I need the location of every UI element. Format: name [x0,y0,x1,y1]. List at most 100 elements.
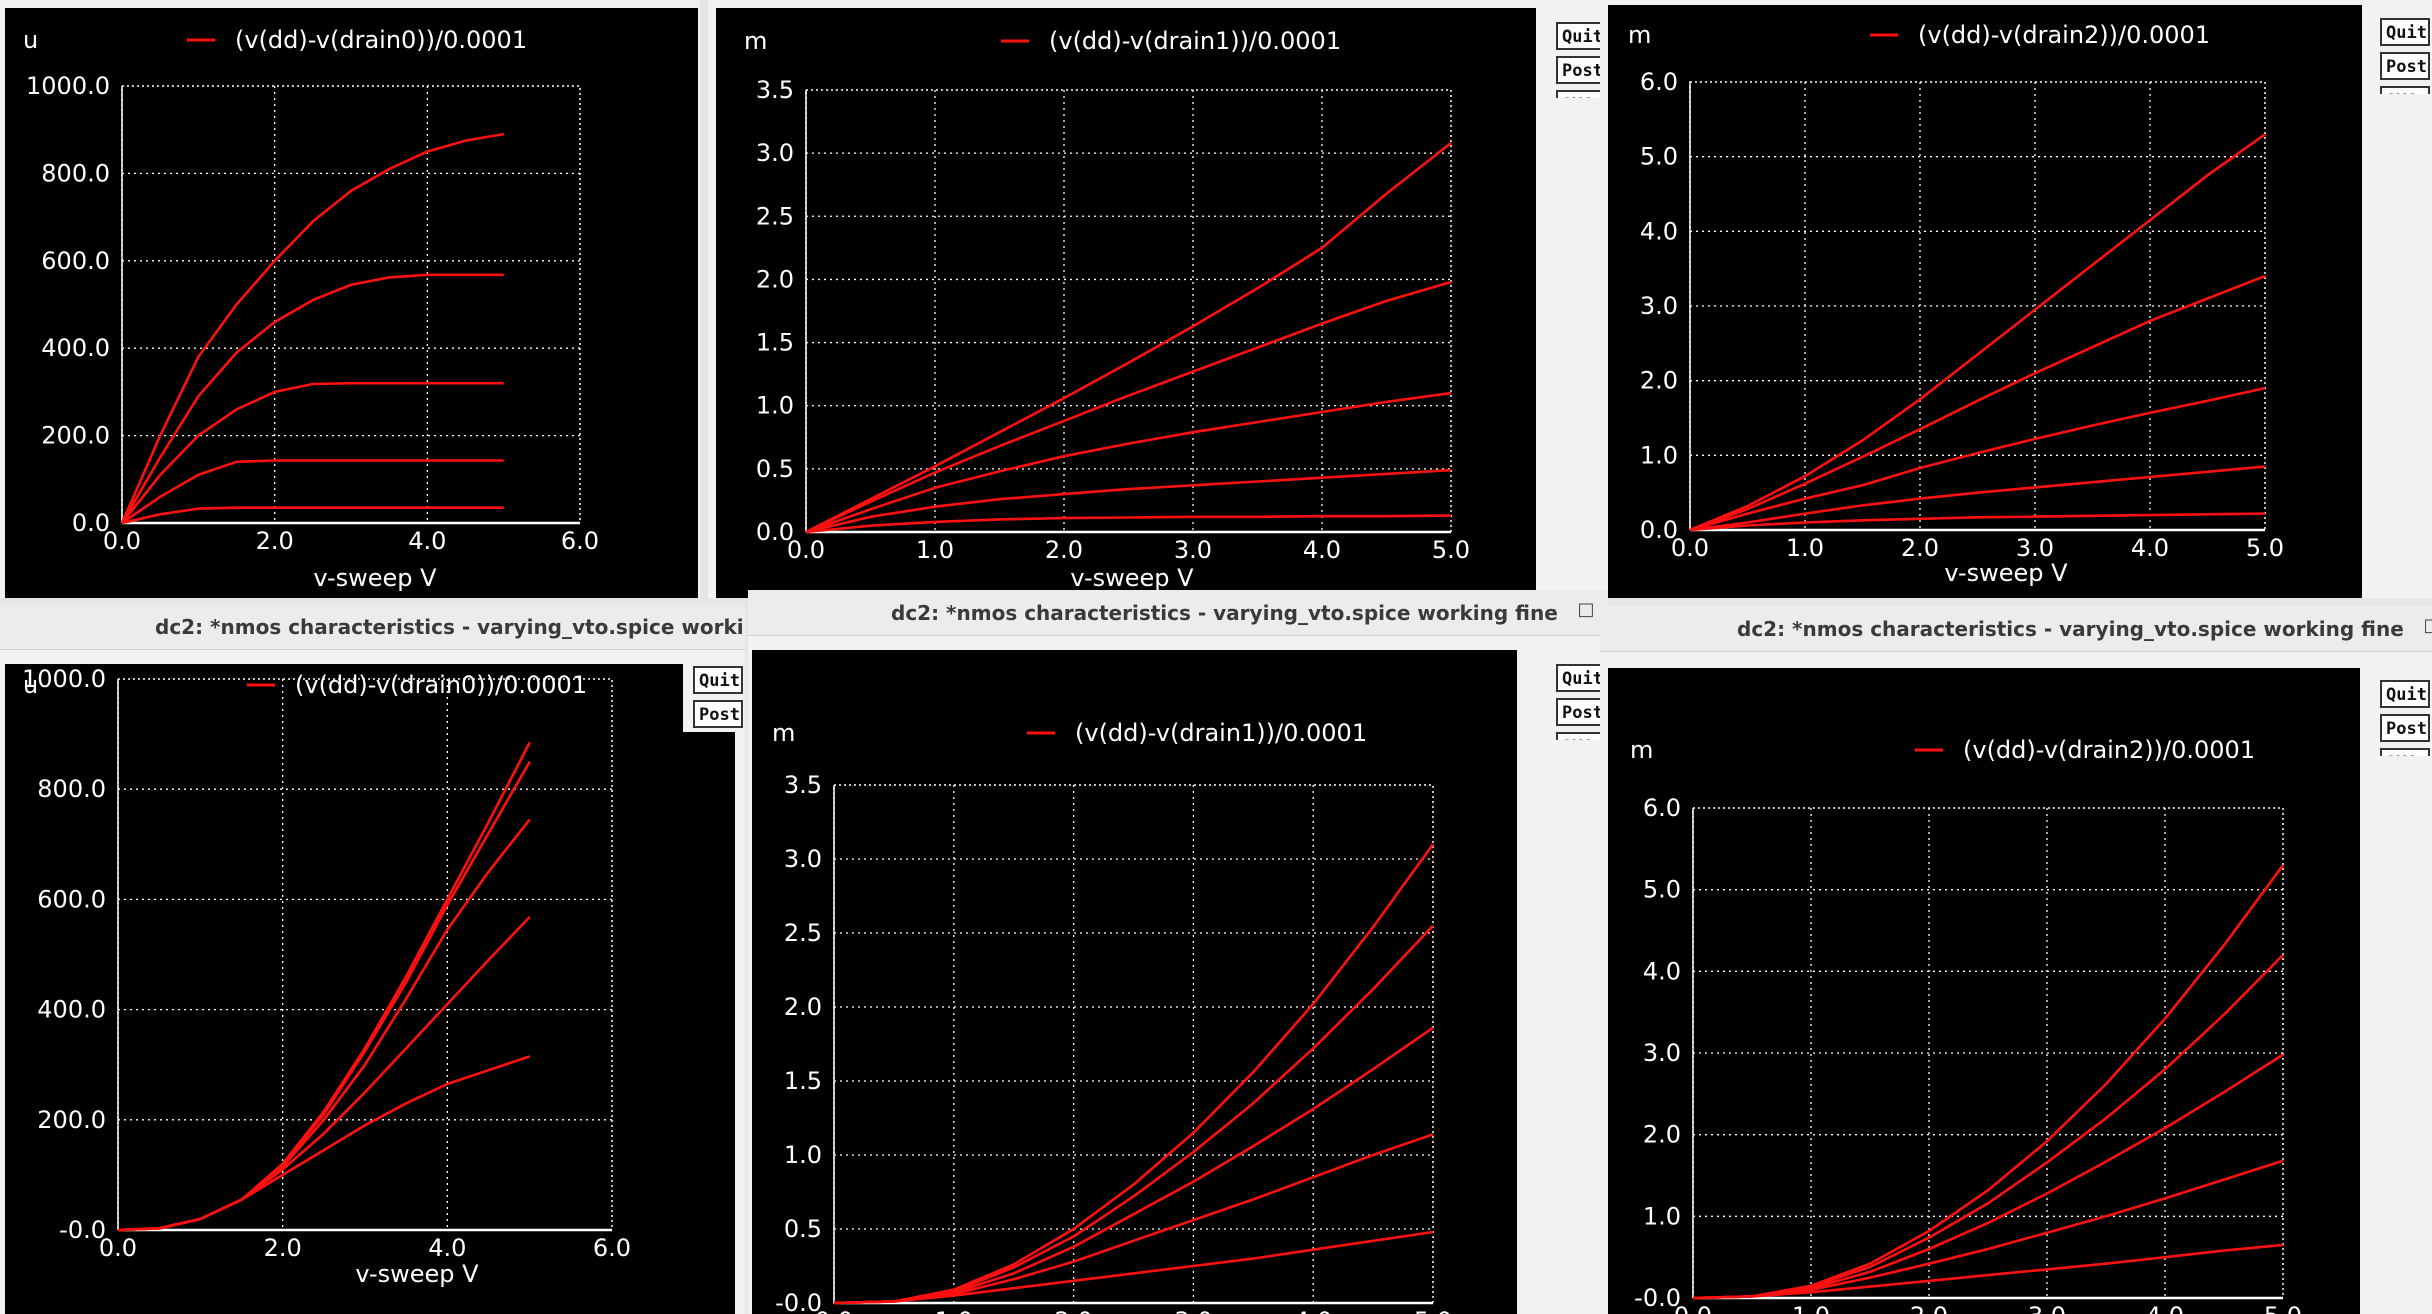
series-line-5 [805,141,1452,534]
x-tick-label: 2.0 [1045,536,1083,564]
series-line-3 [1689,386,2266,532]
legend-label: (v(dd)-v(drain1))/0.0001 [1075,719,1367,747]
window-title: dc2: *nmos characteristics - varying_vto… [155,615,745,639]
quit-button[interactable]: Quit [2380,680,2430,708]
x-tick-label: 2.0 [264,1234,302,1262]
series-line-1 [117,1055,531,1232]
x-axis-label: v-sweep V [1944,559,2068,587]
x-tick-label: 3.0 [1174,536,1212,564]
series-line-1 [1689,512,2266,532]
y-tick-label: 2.0 [1643,1121,1681,1149]
series-line-2 [117,916,531,1232]
y-axis-label: u [23,671,38,699]
maximize-icon[interactable]: □ [1577,599,1595,620]
plot-frame [833,784,1434,1304]
y-tick-label: 0.0 [756,518,794,546]
x-tick-label: 6.0 [561,527,599,555]
x-tick-label: 4.0 [2131,534,2169,562]
x-tick-label: 2.0 [256,527,294,555]
plot-controls: Quit PostSc SVG [1546,660,1608,740]
plot-area: 0.0 1.0 2.0 3.0 4.0 5.0 -0.0 1.0 2.0 3.0 4.0 5.0 6.0… [1608,668,2360,1314]
series-line-1 [121,506,504,525]
x-tick-label: 3.0 [2016,534,2054,562]
y-tick-label: 6.0 [1640,68,1678,96]
svg-button[interactable]: SVG [1556,90,1606,98]
y-tick-label: 3.0 [784,845,822,873]
x-tick-label: 1.0 [935,1307,973,1314]
series-line-3 [1692,1053,2284,1300]
y-tick-label: 2.0 [756,265,794,293]
plot-window-3: 0.0 1.0 2.0 3.0 4.0 5.0 0.0 1.0 2.0 3.0 4.0 5.0 6.0 m… [1600,0,2432,598]
svg-button[interactable]: SVG [2380,86,2430,94]
postsc-button[interactable]: PostSc [2380,52,2430,80]
series-line-4 [1689,274,2266,532]
window-titlebar[interactable]: dc2: *nmos characteristics - varying_vto… [748,590,1608,636]
svg-button[interactable]: SVG [2380,748,2430,756]
window-titlebar[interactable]: dc2: *nmos characteristics - varying_vto… [1600,606,2432,652]
y-tick-label: 3.0 [756,139,794,167]
y-tick-label: 2.5 [784,919,822,947]
window-titlebar[interactable]: dc2: *nmos characteristics - varying_vto… [0,604,745,650]
y-tick-label: 5.0 [1643,876,1681,904]
legend-label: (v(dd)-v(drain1))/0.0001 [1049,27,1341,55]
y-tick-label: 5.0 [1640,143,1678,171]
y-tick-label: 400.0 [41,334,110,362]
chart-svg: 0.0 2.0 4.0 6.0 -0.0 200.0 400.0 600.0 800.0 1000… [22,665,631,1288]
chart-svg: 0.0 1.0 2.0 3.0 4.0 5.0 0.0 0.5 1.0 1.5 2.0 2.5 3.0 3… [744,27,1470,592]
minimize-icon[interactable]: – [1547,599,1557,620]
series-line-3 [120,381,504,524]
series-line-2 [121,459,504,525]
y-tick-label: 1.5 [784,1067,822,1095]
quit-button[interactable]: Quit [2380,18,2430,46]
y-axis-label: u [23,26,38,54]
legend-label: (v(dd)-v(drain2))/0.0001 [1918,21,2210,49]
postsc-button[interactable]: PostSc [2380,714,2430,742]
y-tick-label: 1000.0 [22,665,106,693]
y-tick-label: 1000.0 [26,72,110,100]
maximize-icon[interactable]: □ [2423,615,2432,636]
x-tick-label: 6.0 [593,1234,631,1262]
y-axis-label: m [744,27,767,55]
quit-button[interactable]: Quit [1556,22,1606,50]
y-tick-label: 2.0 [1640,367,1678,395]
postsc-button[interactable]: PostSc [693,700,743,728]
series-line-5 [833,843,1435,1305]
plot-window-4: dc2: *nmos characteristics - varying_vto… [0,604,745,1314]
y-tick-label: 400.0 [37,996,106,1024]
plot-area: 0.0 2.0 4.0 6.0 0.0 200.0 400.0 600.0 800.0 1000.… [5,8,698,598]
x-tick-label: 1.0 [1786,534,1824,562]
quit-button[interactable]: Quit [693,666,743,694]
y-tick-label: -0.0 [775,1289,822,1314]
minimize-icon[interactable]: – [2393,615,2403,636]
plot-frame [117,678,613,1231]
window-title: dc2: *nmos characteristics - varying_vto… [891,601,1558,625]
plot-window-6: dc2: *nmos characteristics - varying_vto… [1600,606,2432,1314]
postsc-button[interactable]: PostSc [1556,56,1606,84]
svg-button[interactable]: SVG [1556,732,1606,740]
x-tick-label: 0.0 [103,527,141,555]
series-line-1 [1692,1243,2284,1300]
plot-window-5: dc2: *nmos characteristics - varying_vto… [748,590,1608,1314]
chart-svg: 0.0 1.0 2.0 3.0 4.0 5.0 -0.0 0.5 1.0 1.5 2.0 2.5 3.0… [772,719,1452,1314]
y-tick-label: 4.0 [1643,957,1681,985]
plot-window-2: 0.0 1.0 2.0 3.0 4.0 5.0 0.0 0.5 1.0 1.5 2.0 2.5 3.0 3… [708,0,1608,598]
y-axis-label: m [1628,21,1651,49]
y-tick-label: 600.0 [37,885,106,913]
x-tick-label: 5.0 [2246,534,2284,562]
series-line-4 [1692,954,2284,1300]
chart-svg: 0.0 2.0 4.0 6.0 0.0 200.0 400.0 600.0 800.0 1000.… [23,26,599,592]
plot-area: 0.0 1.0 2.0 3.0 4.0 5.0 -0.0 0.5 1.0 1.5 2.0 2.5 3.0… [752,650,1517,1314]
series-line-5 [117,741,531,1232]
series-line-4 [805,280,1452,534]
y-tick-label: 600.0 [41,247,110,275]
x-tick-label: 5.0 [1414,1307,1452,1314]
y-tick-label: 200.0 [41,422,110,450]
postsc-button[interactable]: PostSc [1556,698,1606,726]
plot-frame [121,85,581,524]
quit-button[interactable]: Quit [1556,664,1606,692]
y-axis-label: m [772,719,795,747]
y-tick-label: 0.0 [1640,516,1678,544]
plot-area: 0.0 2.0 4.0 6.0 -0.0 200.0 400.0 600.0 800.0 1000… [5,664,735,1314]
chart-svg: 0.0 1.0 2.0 3.0 4.0 5.0 0.0 1.0 2.0 3.0 4.0 5.0 6.0 m… [1628,21,2284,587]
x-tick-label: 4.0 [408,527,446,555]
